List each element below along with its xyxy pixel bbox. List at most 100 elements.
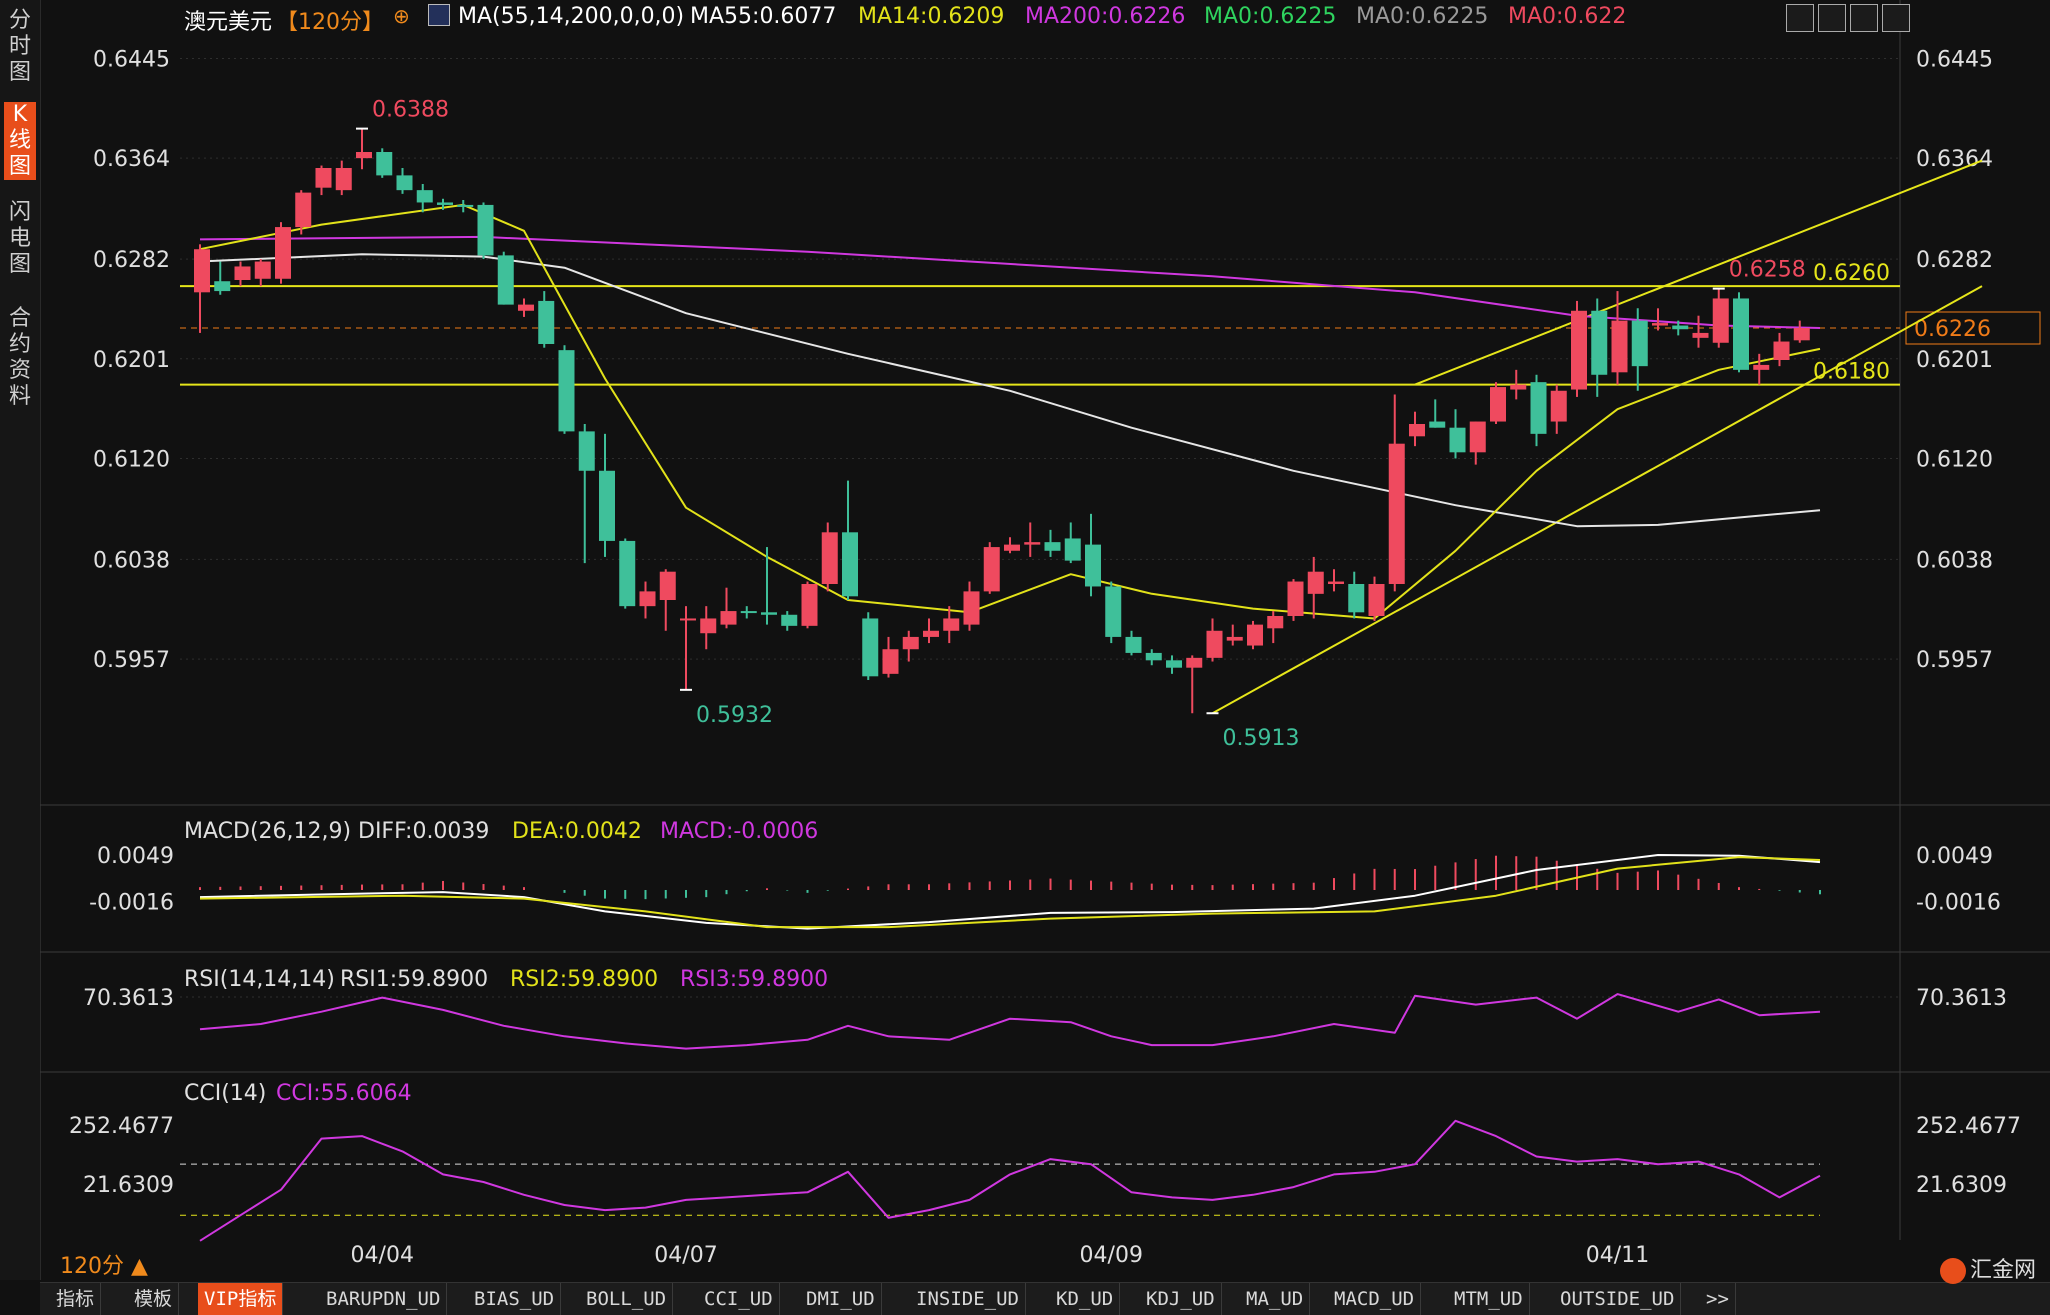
candle-body [1307, 571, 1324, 594]
macd-tick-left: -0.0016 [89, 890, 174, 915]
candle-body [1773, 341, 1790, 360]
indicator-tab-4[interactable]: BIAS_UD [468, 1283, 562, 1315]
macd-title: MACD(26,12,9) [184, 819, 351, 844]
extreme-label: 0.5913 [1223, 726, 1300, 751]
candle-body [781, 614, 798, 626]
candle-body [335, 168, 352, 191]
date-label: 04/07 [654, 1243, 717, 1268]
candle-body [275, 227, 291, 279]
sidebar-tab-2[interactable]: 闪电图 [8, 200, 31, 277]
macd-dea-label: DEA:0.0042 [512, 819, 642, 844]
indicator-tab-9[interactable]: KD_UD [1050, 1283, 1121, 1315]
candle-body [720, 611, 737, 625]
price-tick-right: 0.5957 [1916, 648, 1993, 673]
cci-value-label: CCI:55.6064 [276, 1081, 412, 1106]
candle-body [1064, 538, 1081, 561]
candle-body [1510, 384, 1527, 390]
rsi3-label: RSI3:59.8900 [680, 967, 828, 992]
candle-body [396, 175, 413, 191]
price-tick-left: 0.6038 [93, 548, 170, 573]
date-label: 04/09 [1080, 1243, 1143, 1268]
rsi-tick-right: 70.3613 [1916, 986, 2007, 1011]
macd-macd-label: MACD:-0.0006 [660, 819, 818, 844]
price-tick-left: 0.6120 [93, 447, 170, 472]
candle-body [801, 584, 818, 626]
period-selector[interactable]: 120分 ▲ [60, 1254, 148, 1279]
price-tick-right: 0.6201 [1916, 348, 1993, 373]
chart-area[interactable]: 0.6445 0.6445 0.6364 0.6364 0.6282 0.6282 0.62… [40, 0, 2050, 1280]
sidebar-tab-0[interactable]: 分时图 [8, 8, 31, 85]
candle-body [1753, 364, 1770, 370]
trend-channel-line [1212, 285, 1983, 715]
indicator-tab-2[interactable]: VIP指标 [198, 1283, 284, 1315]
candle-body [1490, 387, 1506, 422]
candle-body [821, 532, 838, 584]
screen-icon[interactable] [1882, 4, 1910, 32]
candle-body [1449, 427, 1466, 453]
price-tick-right: 0.6038 [1916, 548, 1993, 573]
macd-tick-right: 0.0049 [1916, 844, 1993, 869]
candle-body [254, 261, 271, 279]
candle-body [1368, 584, 1385, 616]
macd-tick-right: -0.0016 [1916, 890, 2001, 915]
indicator-tab-15[interactable]: >> [1700, 1283, 1736, 1315]
macd-dea-line [199, 856, 1821, 929]
indicator-tabbar: 指标 模板 VIP指标 BARUPDN_UD BIAS_UD BOLL_UD CCI_UD D… [40, 1282, 2050, 1315]
candle-body [518, 304, 534, 311]
grid-icon[interactable] [1786, 4, 1814, 32]
candle-body [1105, 586, 1122, 637]
price-tick-right: 0.6364 [1916, 147, 1993, 172]
candle-body [234, 266, 251, 280]
indicator-tab-10[interactable]: KDJ_UD [1140, 1283, 1222, 1315]
candle-body [862, 618, 879, 677]
indicator-tab-6[interactable]: CCI_UD [698, 1283, 780, 1315]
price-tick-left: 0.6364 [93, 147, 170, 172]
candle-body [315, 168, 332, 188]
indicator-tab-8[interactable]: INSIDE_UD [910, 1283, 1026, 1315]
cci-tick-left: 252.4677 [69, 1114, 174, 1139]
ma-params: MA(55,14,200,0,0,0) [458, 4, 685, 29]
symbol-title: 澳元美元 [184, 10, 273, 35]
candle-body [1085, 544, 1101, 587]
target-icon: ⊕ [393, 4, 410, 28]
candle-body [194, 249, 210, 293]
candle-body [680, 618, 696, 621]
candle-body [457, 204, 474, 207]
indicator-tab-0[interactable]: 指标 [50, 1283, 102, 1315]
chart-icon[interactable] [1818, 4, 1846, 32]
indicator-tab-13[interactable]: MTM_UD [1448, 1283, 1530, 1315]
candle-body [923, 630, 939, 637]
logo-icon [1939, 1258, 1966, 1284]
candle-body [1004, 544, 1020, 551]
rsi2-label: RSI2:59.8900 [510, 967, 658, 992]
candle-body [1409, 424, 1425, 437]
indicator-tab-5[interactable]: BOLL_UD [580, 1283, 674, 1315]
indicator-tab-1[interactable]: 模板 [128, 1283, 180, 1315]
rsi-line [199, 993, 1821, 1050]
candle-body [1672, 325, 1689, 330]
candle-body [356, 152, 372, 159]
trend-channel-line [1414, 159, 1983, 386]
candle-body [943, 618, 960, 631]
candle-body [1571, 310, 1587, 390]
indicator-tab-14[interactable]: OUTSIDE_UD [1554, 1283, 1682, 1315]
price-tick-left: 0.6445 [93, 47, 170, 72]
candle-body [1611, 320, 1628, 373]
candle-body [1145, 652, 1162, 661]
zoom-icon[interactable] [1850, 4, 1878, 32]
sidebar-tab-3[interactable]: 合约资料 [8, 306, 31, 409]
logo: 汇金网 [1939, 1252, 2036, 1284]
horizontal-line-label: 0.6180 [1813, 360, 1890, 385]
candle-body [983, 547, 1000, 592]
candle-body [963, 591, 980, 625]
price-tick-right: 0.6445 [1916, 47, 1993, 72]
indicator-tab-12[interactable]: MACD_UD [1328, 1283, 1422, 1315]
ma0-red-value: MA0:0.622 [1508, 4, 1627, 29]
candle-body [700, 618, 717, 634]
indicator-tab-11[interactable]: MA_UD [1240, 1283, 1311, 1315]
settings-icon[interactable] [428, 4, 450, 26]
indicator-tab-3[interactable]: BARUPDN_UD [320, 1283, 448, 1315]
candle-body [1469, 421, 1486, 453]
indicator-tab-7[interactable]: DMI_UD [800, 1283, 882, 1315]
